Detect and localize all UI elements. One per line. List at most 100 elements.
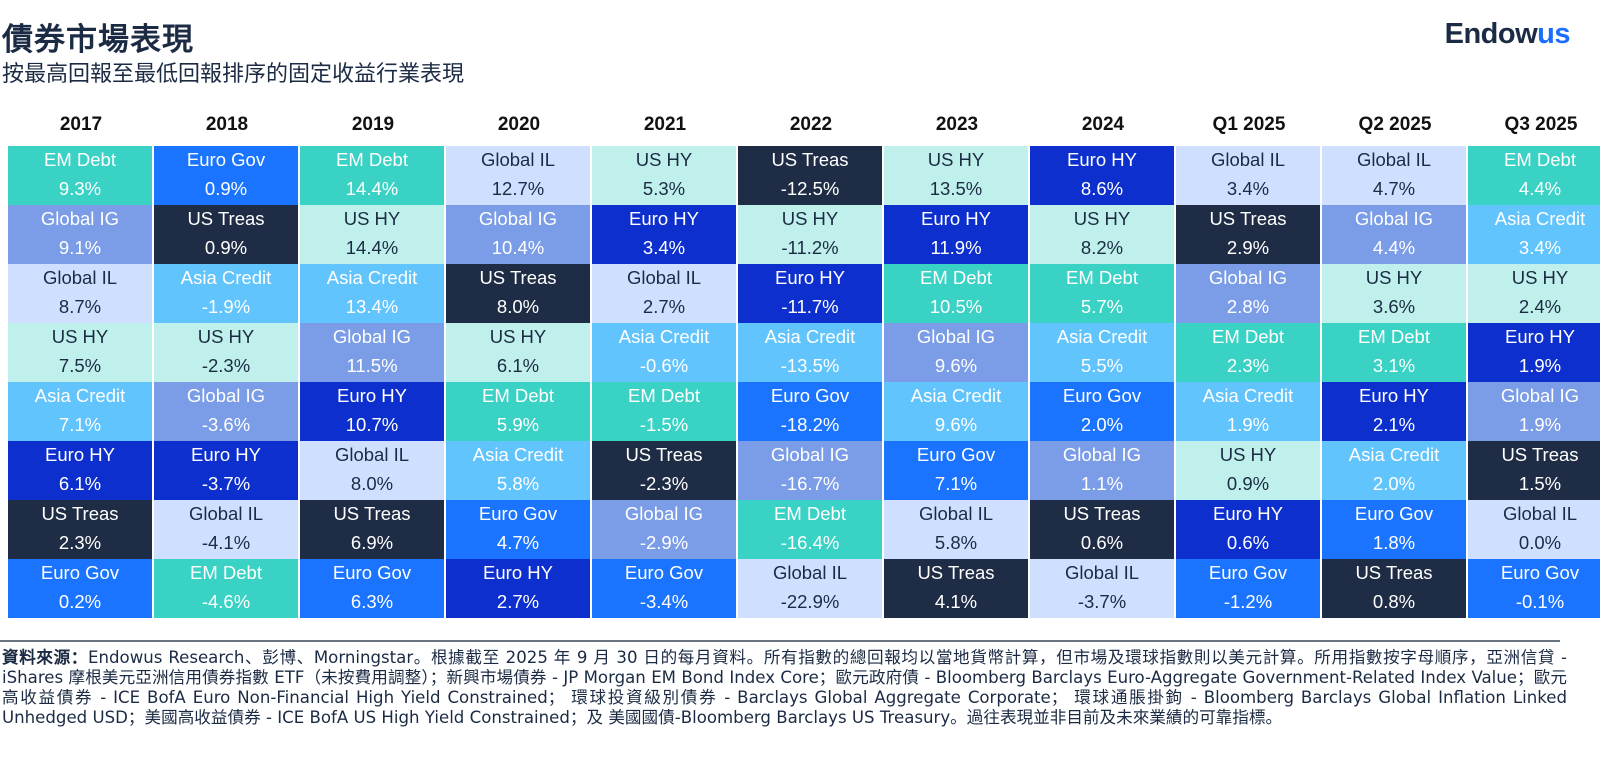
return-cell: Global IG 1.9% <box>1468 382 1600 441</box>
return-cell: Global IG 9.1% <box>8 205 152 264</box>
cell-value: 1.5% <box>1518 473 1562 494</box>
return-cell: US HY -11.2% <box>738 205 882 264</box>
cell-label: Global IL <box>1356 149 1432 170</box>
cell-label: EM Debt <box>1066 267 1138 288</box>
return-cell: Euro HY -3.7% <box>154 441 298 500</box>
cell-label: US HY <box>343 208 401 229</box>
return-cell: Euro HY 10.7% <box>300 382 444 441</box>
cell-label: EM Debt <box>336 149 408 170</box>
return-cell: Euro Gov -3.4% <box>592 559 736 618</box>
return-cell: US HY 6.1% <box>446 323 590 382</box>
return-cell: Global IG 10.4% <box>446 205 590 264</box>
return-cell: Asia Credit -13.5% <box>738 323 882 382</box>
return-cell: US HY 5.3% <box>592 146 736 205</box>
cell-label: Global IG <box>624 503 704 524</box>
cell-label: Global IG <box>1062 444 1142 465</box>
footnote-divider <box>0 640 1560 642</box>
cell-value: 6.1% <box>58 473 102 494</box>
cell-label: Euro HY <box>191 444 261 465</box>
endowus-logo: Endowus <box>1444 18 1571 51</box>
cell-value: 2.0% <box>1372 473 1416 494</box>
cell-value: 2.4% <box>1518 296 1562 317</box>
return-cell: Global IG 4.4% <box>1322 205 1466 264</box>
year-header: 2020 <box>497 114 541 135</box>
cell-value: 14.4% <box>345 237 399 258</box>
cell-value: -18.2% <box>780 414 840 435</box>
cell-value: 8.7% <box>58 296 102 317</box>
return-cell: Global IL 2.7% <box>592 264 736 323</box>
cell-label: Global IG <box>1354 208 1434 229</box>
return-cell: EM Debt 14.4% <box>300 146 444 205</box>
cell-value: 5.9% <box>496 414 540 435</box>
cell-label: Global IG <box>1208 267 1288 288</box>
cell-value: 14.4% <box>345 178 399 199</box>
cell-label: Global IG <box>186 385 266 406</box>
return-cell: EM Debt 4.4% <box>1468 146 1600 205</box>
cell-value: 7.1% <box>934 473 978 494</box>
cell-value: 2.7% <box>496 591 540 612</box>
cell-label: Global IG <box>1500 385 1580 406</box>
cell-label: US Treas <box>917 562 995 583</box>
cell-label: Global IL <box>42 267 118 288</box>
return-cell: EM Debt 5.9% <box>446 382 590 441</box>
cell-value: 4.4% <box>1372 237 1416 258</box>
return-cell: US Treas 2.3% <box>8 500 152 559</box>
return-cell: US Treas 4.1% <box>884 559 1028 618</box>
cell-value: 9.6% <box>934 414 978 435</box>
year-header: 2023 <box>935 114 979 135</box>
cell-label: US HY <box>781 208 839 229</box>
return-cell: Asia Credit 1.9% <box>1176 382 1320 441</box>
cell-label: US HY <box>51 326 109 347</box>
cell-value: 9.6% <box>934 355 978 376</box>
cell-label: US Treas <box>771 149 849 170</box>
cell-label: EM Debt <box>190 562 262 583</box>
cell-label: Asia Credit <box>1494 208 1586 229</box>
return-cell: Global IG -3.6% <box>154 382 298 441</box>
cell-label: EM Debt <box>920 267 992 288</box>
cell-value: 4.7% <box>1372 178 1416 199</box>
cell-label: EM Debt <box>1212 326 1284 347</box>
cell-label: Global IL <box>1502 503 1578 524</box>
cell-value: -11.7% <box>781 296 839 317</box>
cell-value: 3.4% <box>1226 178 1270 199</box>
cell-value: -2.9% <box>639 532 689 553</box>
cell-label: EM Debt <box>1504 149 1576 170</box>
return-cell: Asia Credit 13.4% <box>300 264 444 323</box>
cell-label: US Treas <box>479 267 557 288</box>
cell-value: -16.7% <box>780 473 840 494</box>
cell-value: 10.7% <box>345 414 399 435</box>
cell-value: 11.5% <box>346 355 398 376</box>
cell-value: -16.4% <box>780 532 840 553</box>
return-cell: Asia Credit 3.4% <box>1468 205 1600 264</box>
cell-value: -22.9% <box>780 591 840 612</box>
cell-value: 12.7% <box>491 178 545 199</box>
logo-text-part1: Endow <box>1444 18 1538 50</box>
cell-value: 1.8% <box>1372 532 1416 553</box>
cell-label: Euro HY <box>1359 385 1429 406</box>
cell-value: 4.1% <box>934 591 978 612</box>
return-cell: Euro HY -11.7% <box>738 264 882 323</box>
return-cell: Euro HY 1.9% <box>1468 323 1600 382</box>
cell-value: 2.3% <box>58 532 102 553</box>
return-cell: Euro Gov -0.1% <box>1468 559 1600 618</box>
cell-label: EM Debt <box>44 149 116 170</box>
cell-label: Euro Gov <box>40 562 120 583</box>
cell-value: 8.0% <box>350 473 394 494</box>
cell-label: US Treas <box>1209 208 1287 229</box>
return-cell: Euro Gov 7.1% <box>884 441 1028 500</box>
cell-label: Euro HY <box>775 267 845 288</box>
cell-value: 13.5% <box>929 178 983 199</box>
cell-label: Global IL <box>188 503 264 524</box>
cell-value: 1.9% <box>1518 355 1562 376</box>
cell-value: 5.7% <box>1080 296 1124 317</box>
cell-label: Global IL <box>626 267 702 288</box>
cell-label: Global IL <box>772 562 848 583</box>
cell-value: 8.0% <box>496 296 540 317</box>
return-cell: US HY 13.5% <box>884 146 1028 205</box>
cell-value: 0.6% <box>1226 532 1270 553</box>
cell-value: 11.9% <box>930 237 982 258</box>
cell-label: Euro Gov <box>1354 503 1434 524</box>
cell-value: 8.2% <box>1080 237 1124 258</box>
cell-label: US Treas <box>625 444 703 465</box>
return-cell: US Treas -2.3% <box>592 441 736 500</box>
